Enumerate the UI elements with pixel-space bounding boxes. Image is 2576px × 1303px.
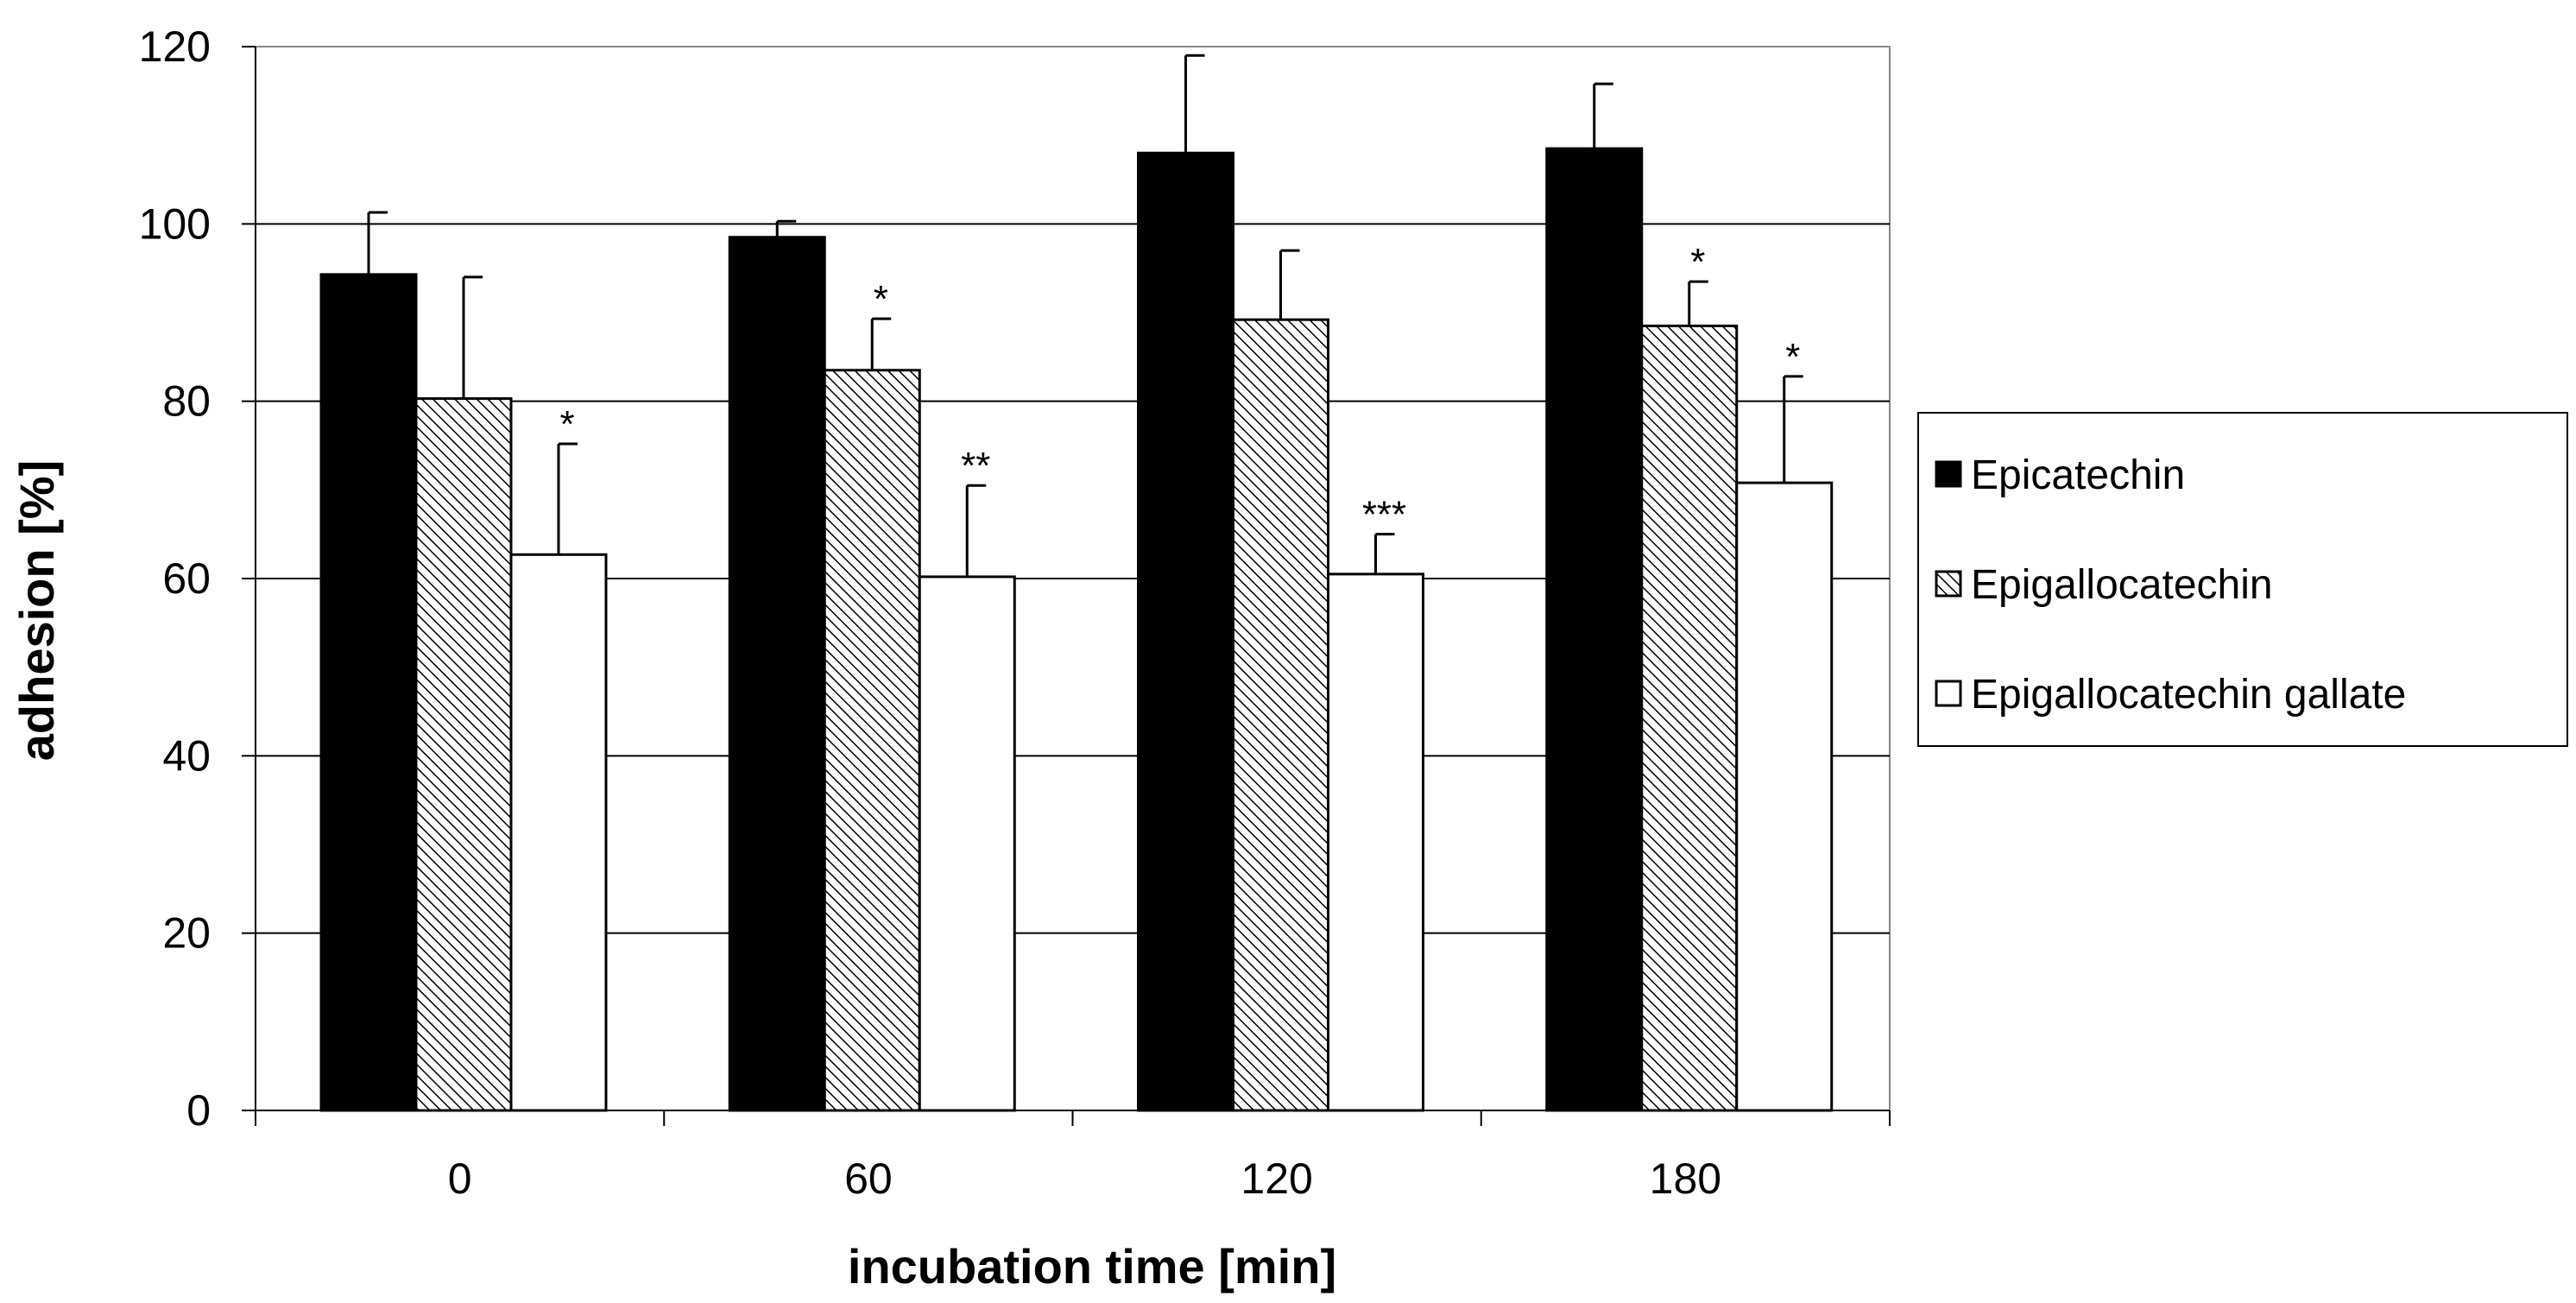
bar-epigallocatechin-gallate-60: [918, 575, 1016, 1112]
bar-epigallocatechin-120: [1232, 318, 1329, 1112]
y-tick-label: 100: [139, 199, 211, 248]
y-tick-label: 20: [162, 909, 211, 958]
bars: [319, 54, 1834, 1112]
x-tick-label: 0: [448, 1154, 472, 1203]
legend-label: Epigallocatechin: [1971, 562, 2273, 608]
significance-marker: ***: [1362, 494, 1406, 536]
significance-marker: **: [961, 445, 990, 487]
legend-label: Epigallocatechin gallate: [1971, 672, 2406, 718]
bar-epicatechin-180: [1545, 147, 1644, 1112]
bar-epigallocatechin-gallate-120: [1327, 572, 1424, 1112]
y-tick-label: 120: [139, 22, 211, 71]
legend-swatch-epicatechin: [1935, 460, 1962, 488]
legend: Epicatechin Epigallocatechin Epigallocatec…: [1917, 412, 2568, 747]
axes: [242, 46, 1891, 1126]
bar-epigallocatechin-180: [1640, 324, 1739, 1112]
legend-label: Epicatechin: [1971, 452, 2185, 498]
legend-swatch-epigallocatechin: [1935, 570, 1962, 598]
bar-epigallocatechin-gallate-0: [509, 553, 608, 1112]
bar-epicatechin-0: [319, 273, 418, 1112]
y-tick-label: 80: [162, 377, 211, 426]
bar-epicatechin-60: [728, 236, 826, 1112]
y-tick-label: 60: [162, 554, 211, 603]
x-tick-label: 180: [1650, 1154, 1721, 1203]
x-tick-label: 60: [844, 1154, 893, 1203]
y-axis-title: adhesion [%]: [9, 460, 64, 761]
y-tick-label: 40: [162, 731, 211, 780]
bar-epigallocatechin-60: [823, 369, 921, 1112]
x-axis-title: incubation time [min]: [848, 1239, 1336, 1294]
legend-swatch-epigallocatechin-gallate: [1935, 680, 1962, 707]
bar-epigallocatechin-0: [414, 397, 513, 1112]
significance-marker: *: [874, 278, 888, 320]
significance-marker: *: [559, 403, 574, 446]
legend-box: [1917, 412, 2568, 747]
y-tick-label: 0: [186, 1086, 211, 1135]
significance-marker: *: [1690, 241, 1705, 283]
significance-marker: *: [1785, 336, 1800, 378]
x-tick-label: 120: [1241, 1154, 1312, 1203]
bar-epigallocatechin-gallate-180: [1735, 481, 1834, 1112]
bar-epicatechin-120: [1137, 151, 1234, 1112]
